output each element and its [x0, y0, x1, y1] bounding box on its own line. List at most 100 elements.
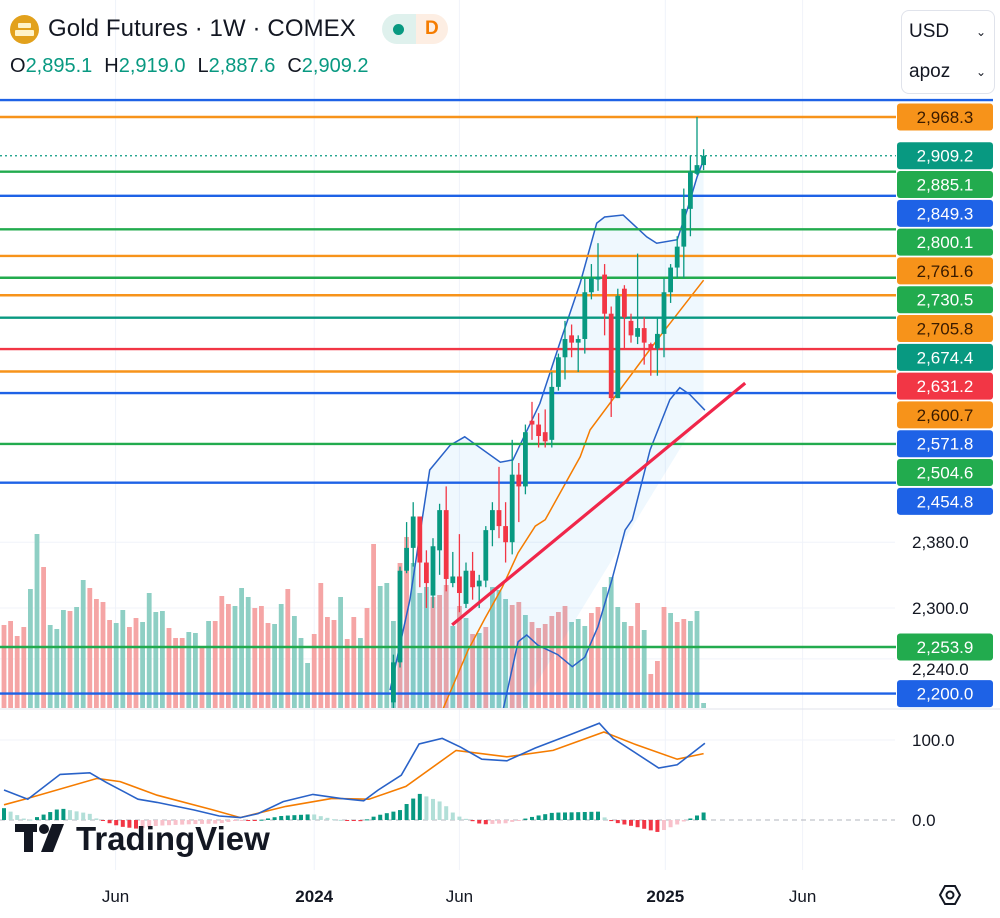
histogram-bar — [358, 820, 363, 822]
histogram-bar — [338, 819, 343, 821]
histogram-bar — [675, 820, 680, 825]
histogram-bar — [299, 814, 303, 820]
histogram-bar — [94, 818, 99, 820]
price-label-badge — [897, 430, 993, 458]
histogram-bar — [549, 812, 554, 820]
candle-body — [536, 424, 541, 437]
candle-body — [523, 432, 528, 487]
price-label-badge — [897, 315, 993, 343]
currency-value: USD — [909, 21, 950, 42]
histogram-bar — [252, 820, 257, 821]
candle-body — [450, 576, 456, 584]
volume-bar — [344, 639, 350, 708]
price-labels: 2,968.3 2,909.2 2,885.1 2,849.3 2,800.1 2,761… — [897, 103, 993, 708]
volume-bar — [41, 567, 46, 708]
settings-icon[interactable] — [938, 885, 962, 905]
histogram-bar — [153, 820, 158, 826]
volume-bar — [635, 603, 640, 708]
price-label-badge — [897, 103, 993, 131]
candle-body — [457, 576, 462, 594]
volume-bar — [582, 626, 588, 708]
histogram-bar — [563, 812, 567, 820]
volume-bar — [298, 638, 304, 708]
histogram-bar — [589, 811, 594, 820]
histogram-bar — [437, 801, 442, 820]
unit-value: apoz — [909, 61, 951, 82]
price-axis-tick: 2,380.0 — [912, 533, 969, 552]
candle-body — [589, 278, 594, 293]
histogram-bar — [530, 816, 534, 820]
volume-bar — [331, 620, 337, 708]
trendline[interactable] — [451, 381, 747, 627]
histogram-bar — [569, 812, 574, 820]
histogram-bar — [503, 820, 508, 824]
volume-bar — [140, 622, 145, 708]
horizontal-levels[interactable] — [0, 98, 993, 695]
histogram-bar — [662, 820, 666, 831]
volume-bar — [166, 628, 172, 708]
volume-bar — [265, 623, 271, 708]
histogram-bar — [457, 816, 462, 820]
open-value: 2,895.1 — [25, 55, 93, 77]
histogram-bar — [701, 812, 706, 820]
histogram-bar — [477, 820, 482, 824]
volume-bar — [430, 597, 436, 708]
candle-body — [681, 208, 687, 247]
volume-bar — [595, 607, 601, 708]
histogram-bar — [68, 810, 72, 820]
volume-bar — [173, 638, 178, 708]
time-axis-tick: 2025 — [646, 887, 684, 906]
candle-body — [641, 328, 647, 343]
high-value: 2,919.0 — [118, 55, 186, 77]
close-label: C — [287, 55, 302, 77]
histogram-bar — [417, 793, 422, 820]
histogram-bar — [206, 820, 211, 824]
candle-body — [668, 267, 673, 293]
volume-bar — [622, 622, 627, 708]
volume-bar — [549, 616, 555, 708]
close-value: 2,909.2 — [301, 55, 369, 77]
volume-bar — [80, 580, 86, 708]
volume-bar — [219, 596, 225, 708]
candle-body — [437, 510, 442, 551]
price-label: 2,454.8 — [917, 492, 974, 511]
symbol-title[interactable]: Gold Futures · 1W · COMEX — [48, 15, 356, 42]
histogram-bar — [180, 820, 185, 825]
histogram-bar — [279, 816, 284, 820]
histogram-bar — [609, 820, 614, 822]
volume-bar — [463, 618, 469, 708]
histogram-bar — [398, 810, 402, 820]
volume-bar — [655, 661, 660, 708]
tradingview-logo[interactable]: TradingView — [15, 820, 270, 857]
price-label: 2,761.6 — [917, 262, 974, 281]
oscillator-axis-tick: 100.0 — [912, 731, 955, 750]
market-status-pill[interactable]: D — [381, 14, 448, 44]
volume-bar — [252, 608, 258, 708]
time-axis-tick: Jun — [102, 887, 129, 906]
candle-body — [463, 570, 469, 604]
price-label: 2,909.2 — [917, 147, 974, 166]
candle-body — [397, 570, 403, 663]
histogram-bar — [140, 820, 145, 829]
histogram-bar — [371, 816, 376, 820]
volume-bar — [569, 622, 574, 708]
volume-bar — [61, 610, 66, 708]
volume-bar — [285, 589, 291, 708]
macd-line — [3, 722, 706, 819]
ohlc-legend: O2,895.1 H2,919.0 L2,887.6 C2,909.2 — [10, 55, 369, 78]
histogram-bar — [681, 820, 686, 822]
histogram-bar — [516, 820, 521, 821]
histogram-bar — [523, 818, 528, 820]
volume-bar — [503, 599, 508, 708]
time-axis[interactable]: Jun 2024 Jun 2025 Jun — [102, 887, 816, 906]
histogram-bar — [365, 819, 369, 821]
volume-bar — [179, 638, 185, 708]
trendline-line[interactable] — [451, 381, 747, 627]
bollinger-fill — [390, 159, 704, 708]
volume-bar — [384, 583, 390, 708]
histogram-bar — [213, 820, 218, 824]
histogram-bar — [2, 808, 6, 820]
volume-bar — [311, 634, 317, 708]
price-axis[interactable]: 2,380.0 2,300.0 2,240.0 100.0 0.0 — [912, 533, 969, 830]
